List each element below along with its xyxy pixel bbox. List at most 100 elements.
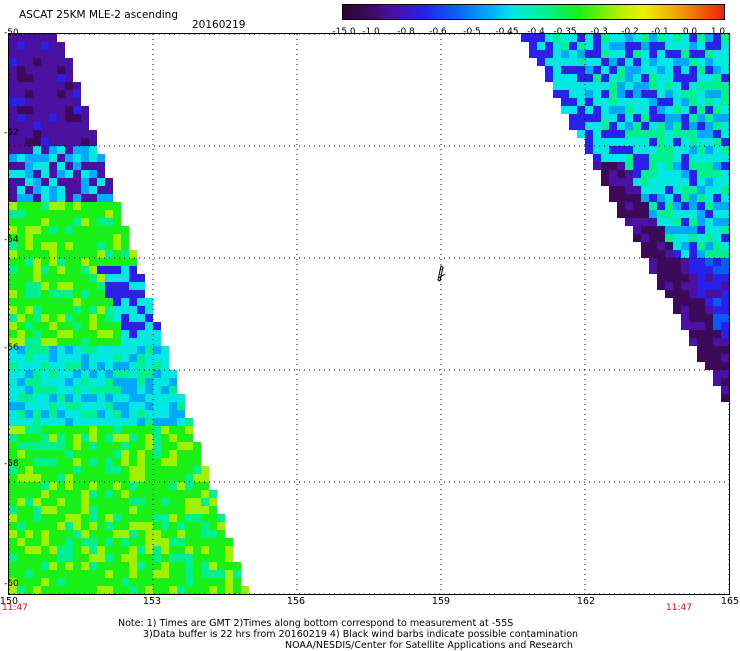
swath-cell (33, 202, 41, 210)
swath-cell (97, 586, 105, 594)
swath-cell (145, 498, 153, 506)
swath-cell (73, 266, 81, 274)
swath-cell (81, 578, 89, 586)
swath-cell (97, 418, 105, 426)
swath-cell (593, 66, 601, 74)
swath-cell (41, 170, 49, 178)
swath-cell (617, 90, 625, 98)
swath-cell (577, 106, 585, 114)
swath-cell (65, 530, 73, 538)
swath-cell (105, 306, 113, 314)
note-line: 3)Data buffer is 22 hrs from 20160219 4)… (143, 629, 579, 640)
swath-cell (73, 314, 81, 322)
swath-cell (657, 210, 665, 218)
swath-cell (9, 554, 17, 562)
swath-cell (65, 146, 73, 154)
swath-cell (681, 162, 689, 170)
swath-cell (713, 282, 721, 290)
swath-cell (161, 386, 169, 394)
swath-cell (649, 234, 657, 242)
swath-cell (705, 266, 713, 274)
swath-cell (609, 98, 617, 106)
swath-cell (65, 578, 73, 586)
swath-cell (121, 226, 129, 234)
swath-cell (697, 98, 705, 106)
swath-cell (145, 466, 153, 474)
swath-cell (681, 314, 689, 322)
swath-cell (641, 154, 649, 162)
swath-cell (697, 130, 705, 138)
swath-cell (57, 162, 65, 170)
swath-cell (569, 82, 577, 90)
swath-cell (57, 138, 65, 146)
swath-cell (649, 226, 657, 234)
swath-cell (65, 210, 73, 218)
swath-cell (81, 522, 89, 530)
swath-cell (105, 178, 113, 186)
swath-cell (177, 482, 185, 490)
swath-cell (185, 530, 193, 538)
colorbar-label: -0.8 (397, 27, 415, 37)
swath-cell (697, 74, 705, 82)
swath-cell (713, 298, 721, 306)
swath-cell (57, 530, 65, 538)
swath-cell (681, 242, 689, 250)
swath-cell (81, 242, 89, 250)
swath-cell (617, 122, 625, 130)
swath-cell (105, 258, 113, 266)
swath-cell (81, 426, 89, 434)
swath-cell (713, 178, 721, 186)
swath-cell (73, 410, 81, 418)
swath-cell (713, 330, 721, 338)
swath-cell (633, 114, 641, 122)
swath-cell (73, 186, 81, 194)
swath-cell (65, 466, 73, 474)
wind-map (9, 34, 729, 594)
swath-cell (625, 114, 633, 122)
swath-cell (73, 418, 81, 426)
swath-cell (633, 130, 641, 138)
swath-cell (721, 274, 729, 282)
swath-cell (81, 234, 89, 242)
swath-cell (153, 442, 161, 450)
swath-cell (721, 354, 729, 362)
swath-cell (721, 34, 729, 42)
swath-cell (569, 122, 577, 130)
swath-cell (73, 146, 81, 154)
swath-cell (545, 34, 553, 42)
swath-cell (89, 298, 97, 306)
swath-cell (145, 434, 153, 442)
swath-cell (665, 82, 673, 90)
swath-cell (649, 266, 657, 274)
swath-cell (105, 354, 113, 362)
swath-cell (641, 66, 649, 74)
swath-cell (217, 578, 225, 586)
swath-cell (73, 530, 81, 538)
swath-cell (49, 474, 57, 482)
swath-cell (129, 450, 137, 458)
swath-cell (121, 242, 129, 250)
swath-cell (81, 386, 89, 394)
swath-cell (169, 530, 177, 538)
swath-cell (113, 562, 121, 570)
swath-cell (65, 274, 73, 282)
swath-cell (105, 426, 113, 434)
swath-cell (129, 522, 137, 530)
swath-cell (705, 154, 713, 162)
swath-cell (121, 234, 129, 242)
swath-cell (41, 130, 49, 138)
swath-cell (113, 226, 121, 234)
swath-cell (113, 538, 121, 546)
swath-cell (705, 42, 713, 50)
swath-cell (17, 402, 25, 410)
swath-cell (177, 474, 185, 482)
swath-cell (185, 498, 193, 506)
swath-cell (9, 474, 17, 482)
swath-cell (65, 522, 73, 530)
swath-cell (97, 346, 105, 354)
swath-cell (81, 474, 89, 482)
swath-cell (41, 250, 49, 258)
swath-cell (153, 562, 161, 570)
swath-cell (705, 322, 713, 330)
swath-cell (713, 346, 721, 354)
